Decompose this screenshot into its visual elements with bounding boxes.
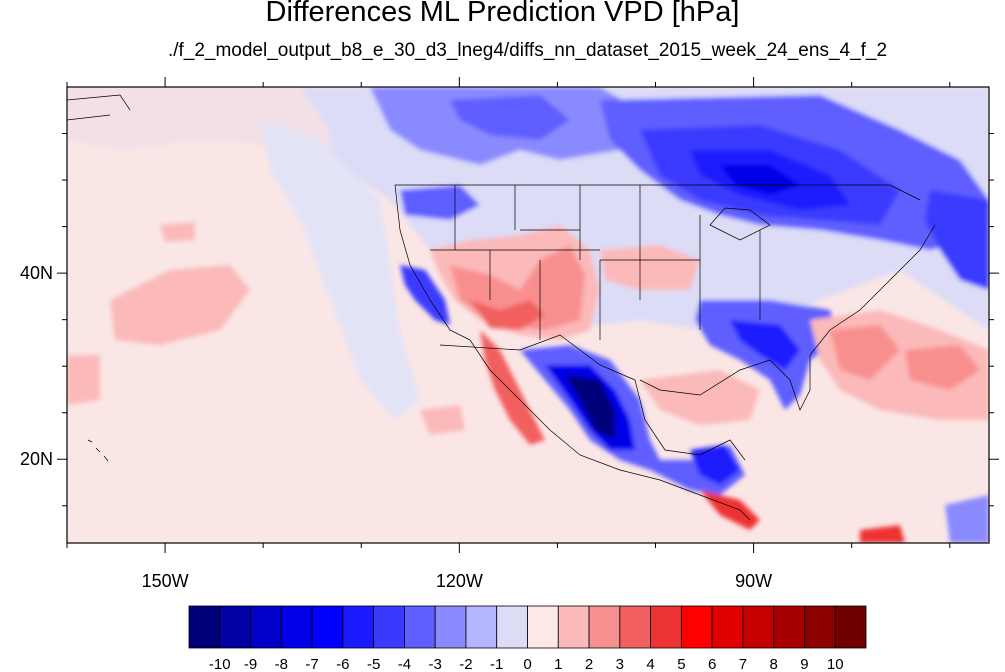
alaska-coast — [67, 94, 131, 121]
colorbar-swatch — [619, 605, 651, 649]
colorbar-swatch — [465, 605, 498, 649]
colorbar-label: -7 — [305, 656, 318, 672]
caribbean-blue — [945, 495, 989, 543]
arizona-red — [470, 300, 545, 330]
alberta-blue — [450, 95, 570, 140]
colorbar-swatch — [588, 605, 621, 649]
lon-tick-label: 120W — [436, 571, 483, 591]
atlantic-red-east — [905, 345, 980, 390]
colorbar-label: 7 — [739, 656, 747, 672]
hawaii-islands — [87, 439, 109, 462]
colorbar-label: 2 — [585, 656, 593, 672]
colorbar-swatch — [373, 605, 405, 649]
colorbar-label: -3 — [429, 656, 442, 672]
colorbar-swatch — [280, 605, 313, 649]
colorbar-label: 0 — [523, 656, 531, 672]
colorbar-label: 1 — [554, 656, 562, 672]
colorbar-label: 4 — [646, 656, 654, 672]
colorbar-swatch — [557, 605, 590, 649]
great-lakes — [709, 207, 771, 241]
us-east-gulf-coast — [639, 224, 936, 411]
colorbar-swatch — [527, 605, 559, 649]
colorbar-label: 10 — [827, 656, 844, 672]
map-frame — [66, 86, 990, 544]
canada-deepest-blue — [720, 165, 800, 195]
map-subtitle: ./f_2_model_output_b8_e_30_d3_lneg4/diff… — [167, 40, 888, 61]
colorbar-swatch — [834, 605, 867, 649]
difference-field — [67, 87, 989, 543]
pacific-light-red-south — [420, 405, 465, 435]
colorbar-swatch — [496, 605, 528, 649]
colorbar-swatch — [650, 605, 682, 649]
pacific-light-red — [110, 265, 250, 345]
colorbar-label: -5 — [367, 656, 380, 672]
colorbar-label: -10 — [209, 656, 231, 672]
coastal-pale-blue — [260, 120, 420, 420]
colorbar-label: -1 — [490, 656, 503, 672]
state-lines — [430, 185, 761, 340]
colorbar: -10 -9 -8 -7 -6 -5 -4 -3 -2 -1 0 1 2 3 4 5 6 7 8 9 10 — [188, 605, 867, 672]
maritime-blue — [925, 190, 989, 290]
colorbar-label: -8 — [275, 656, 288, 672]
mexico-gulf-coast — [634, 379, 746, 461]
colorbar-swatch — [804, 605, 836, 649]
colorbar-swatch — [404, 605, 436, 649]
colorbar-label: -9 — [244, 656, 257, 672]
gulf-light-red — [640, 370, 760, 425]
colorbar-swatch — [711, 605, 744, 649]
colorbar-swatch — [250, 605, 282, 649]
caribbean-red — [860, 525, 905, 543]
colorbar-label: -6 — [336, 656, 349, 672]
colorbar-label: -4 — [398, 656, 411, 672]
colorbar-label: 8 — [770, 656, 778, 672]
colorbar-label: 3 — [616, 656, 624, 672]
lon-tick-label: 150W — [142, 571, 189, 591]
colorbar-swatch — [219, 605, 251, 649]
colorbar-label: 5 — [677, 656, 685, 672]
yucatan-blue — [690, 445, 740, 485]
us-west-coast — [394, 184, 471, 341]
colorbar-swatch — [434, 605, 467, 649]
california-blue — [400, 265, 450, 325]
pacific-nw-blue — [400, 185, 480, 220]
colorbar-swatch — [311, 605, 344, 649]
colorbar-swatch — [342, 605, 375, 649]
lat-tick-label: 40N — [20, 263, 53, 283]
colorbar-label: -2 — [459, 656, 472, 672]
atlantic-red — [830, 325, 900, 380]
pacific-light-red-small — [160, 222, 195, 242]
us-canada-border — [395, 184, 921, 201]
lon-tick-label: 90W — [735, 571, 772, 591]
map-axes: 150W 120W 90W 40N 20N — [20, 77, 999, 591]
colorbar-swatch — [742, 605, 775, 649]
baja-red — [480, 330, 545, 445]
colorbar-label: 6 — [708, 656, 716, 672]
pacific-light-red-west — [67, 355, 100, 405]
political-boundaries — [67, 94, 936, 521]
colorbar-swatch — [773, 605, 805, 649]
lat-tick-label: 20N — [20, 449, 53, 469]
mexico-pacific-coast — [469, 339, 751, 521]
colorbar-swatch — [188, 605, 221, 649]
central-america-red — [700, 490, 760, 530]
map-title: Differences ML Prediction VPD [hPa] — [265, 0, 740, 28]
mexico-deepest-blue — [565, 375, 615, 440]
colorbar-swatch — [680, 605, 713, 649]
colorbar-label: 9 — [800, 656, 808, 672]
plains-light-red — [600, 245, 700, 290]
georgia-deep-blue — [730, 320, 800, 370]
us-mexico-border — [439, 334, 636, 381]
